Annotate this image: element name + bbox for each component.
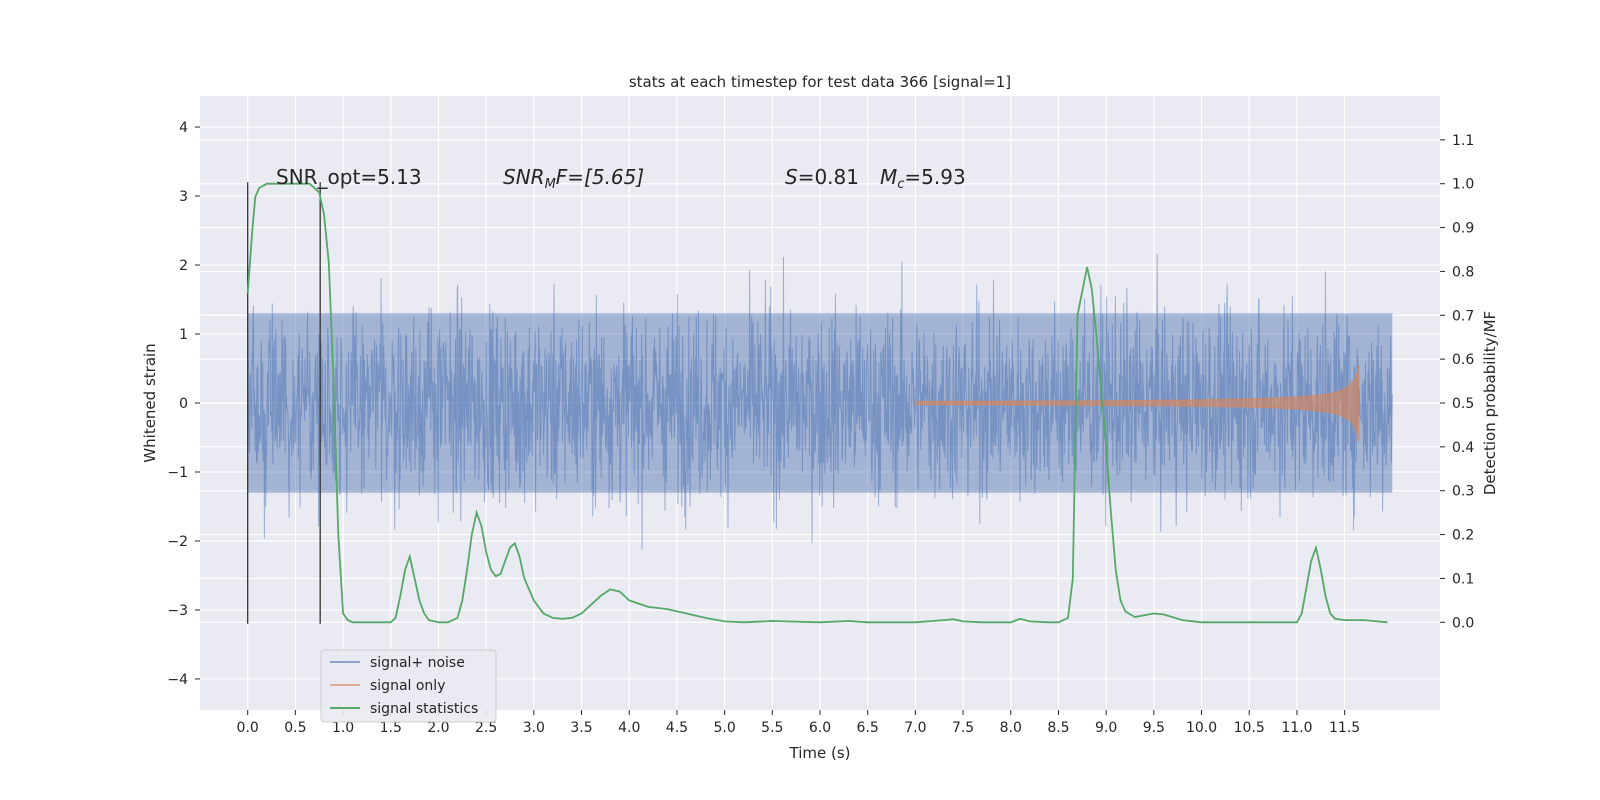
y-left-tick-label: −1	[167, 465, 188, 481]
x-tick-label: 6.5	[857, 720, 879, 736]
x-tick-label: 0.0	[237, 720, 259, 736]
chart-title: stats at each timestep for test data 366…	[629, 73, 1011, 91]
y-left-tick-label: 2	[179, 258, 188, 274]
annotation-snr-mf: SNRMF=[5.65]	[503, 165, 644, 192]
x-tick-label: 11.5	[1329, 720, 1360, 736]
x-tick-label: 9.0	[1095, 720, 1117, 736]
noise-line	[247, 253, 1393, 550]
signal-statistics-series	[246, 182, 1388, 624]
x-axis-label: Time (s)	[789, 744, 851, 762]
x-tick-label: 11.0	[1281, 720, 1312, 736]
y-left-tick-labels: 4 3 2 1 0 −1 −2 −3 −4	[167, 120, 200, 688]
mc-value: =5.93	[904, 165, 965, 189]
y-right-tick-label: 0.2	[1452, 528, 1474, 544]
y-right-tick-label: 0.4	[1452, 440, 1474, 456]
snr-mf-rest: F=[5.65]	[556, 165, 644, 189]
y-right-tick-label: 1.0	[1452, 177, 1474, 193]
x-tick-label: 1.0	[332, 720, 354, 736]
y-left-tick-label: −2	[167, 534, 188, 550]
y-right-tick-label: 0.7	[1452, 308, 1474, 324]
s-symbol: S	[785, 165, 798, 189]
y-axis-right-label: Detection probability/MF	[1481, 311, 1499, 495]
x-tick-label: 1.5	[380, 720, 402, 736]
statistics-line	[246, 182, 1388, 624]
x-tick-label: 6.0	[809, 720, 831, 736]
x-tick-label: 5.0	[713, 720, 735, 736]
y-left-tick-label: 4	[179, 120, 188, 136]
x-tick-label: 10.0	[1186, 720, 1217, 736]
snr-mf-sub: M	[545, 177, 556, 192]
x-tick-label: 9.5	[1143, 720, 1165, 736]
y-right-tick-label: 0.8	[1452, 264, 1474, 280]
signal-chirp	[914, 364, 1360, 442]
annotation-snr-opt: SNR_opt=5.13	[276, 165, 422, 189]
y-right-tick-label: 0.5	[1452, 396, 1474, 412]
legend: signal+ noise signal only signal statist…	[320, 649, 497, 723]
mc-symbol: M	[880, 165, 897, 189]
y-right-tick-label: 1.1	[1452, 133, 1474, 149]
y-left-tick-label: 1	[179, 327, 188, 343]
x-tick-label: 4.5	[666, 720, 688, 736]
x-tick-label: 8.5	[1047, 720, 1069, 736]
signal-only-series	[914, 364, 1360, 442]
x-tick-label: 4.0	[618, 720, 640, 736]
y-right-tick-label: 0.6	[1452, 352, 1474, 368]
y-right-tick-label: 0.1	[1452, 571, 1474, 587]
x-tick-label: 7.5	[952, 720, 974, 736]
snr-mf-base: SNR	[503, 165, 545, 189]
y-left-tick-label: −4	[167, 672, 188, 688]
x-tick-label: 3.5	[570, 720, 592, 736]
x-tick-label: 2.0	[427, 720, 449, 736]
y-right-tick-label: 0.9	[1452, 221, 1474, 237]
y-right-tick-labels: 1.1 1.0 0.9 0.8 0.7 0.6 0.5 0.4 0.3 0.2 0.1 0.0	[1440, 133, 1474, 631]
y-right-tick-label: 0.0	[1452, 615, 1474, 631]
x-tick-label: 10.5	[1234, 720, 1265, 736]
mc-sub: c	[897, 177, 904, 192]
y-right-tick-label: 0.3	[1452, 484, 1474, 500]
y-left-tick-label: −3	[167, 603, 188, 619]
x-tick-label: 3.0	[523, 720, 545, 736]
legend-label-noise: signal+ noise	[370, 655, 465, 671]
y-axis-left-label: Whitened strain	[141, 343, 159, 462]
legend-label-signal: signal only	[370, 678, 445, 694]
x-tick-label: 8.0	[1000, 720, 1022, 736]
vertical-markers	[247, 182, 321, 624]
x-tick-labels: 0.0 0.5 1.0 1.5 2.0 2.5 3.0 3.5 4.0 4.5 5.0 5.5 6.0 6…	[237, 710, 1360, 736]
annotation-s: S=0.81	[785, 165, 859, 189]
x-tick-label: 5.5	[761, 720, 783, 736]
x-tick-label: 7.0	[904, 720, 926, 736]
x-tick-label: 0.5	[284, 720, 306, 736]
legend-box	[320, 649, 497, 723]
y-left-tick-label: 3	[179, 189, 188, 205]
y-left-tick-label: 0	[179, 396, 188, 412]
x-tick-label: 2.5	[475, 720, 497, 736]
s-value: =0.81	[798, 165, 859, 189]
legend-label-stats: signal statistics	[370, 701, 478, 717]
annotation-mc: Mc=5.93	[880, 165, 966, 192]
